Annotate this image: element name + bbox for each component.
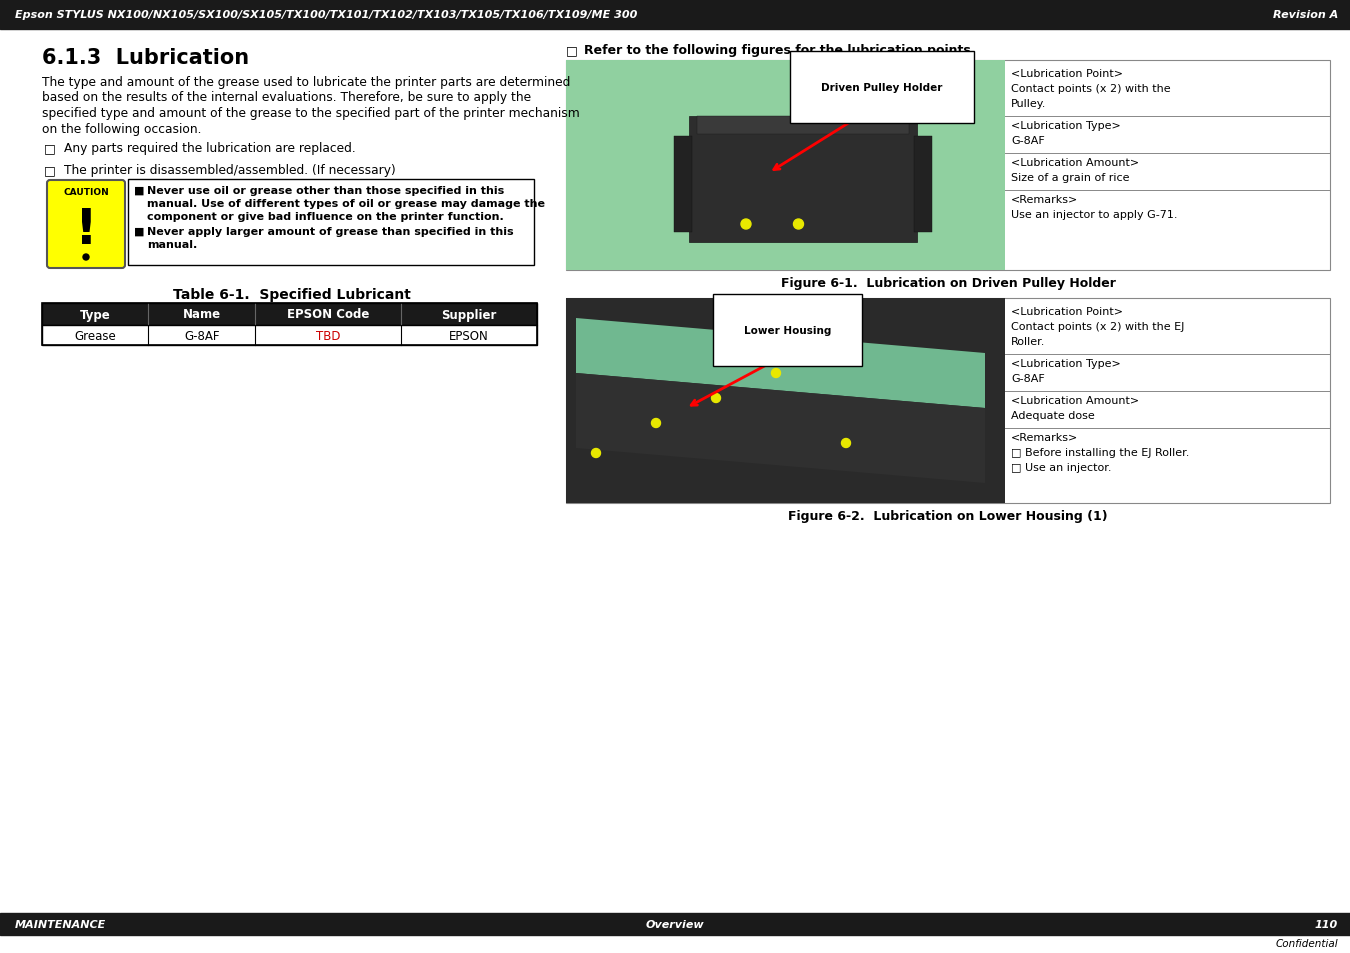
Bar: [42, 326, 537, 346]
Polygon shape: [576, 374, 986, 483]
Polygon shape: [576, 318, 986, 409]
Text: Never apply larger amount of grease than specified in this: Never apply larger amount of grease than…: [147, 227, 513, 236]
Text: Grease: Grease: [74, 329, 116, 342]
Text: <Lubrication Point>: <Lubrication Point>: [1011, 307, 1123, 316]
Text: Contact points (x 2) with the EJ: Contact points (x 2) with the EJ: [1011, 322, 1184, 332]
Bar: [688, 117, 917, 243]
Circle shape: [591, 449, 601, 458]
Text: ■: ■: [134, 227, 144, 236]
Text: The type and amount of the grease used to lubricate the printer parts are determ: The type and amount of the grease used t…: [42, 76, 570, 89]
Text: Driven Pulley Holder: Driven Pulley Holder: [821, 83, 942, 92]
Text: <Remarks>: <Remarks>: [1011, 433, 1079, 442]
Text: specified type and amount of the grease to the specified part of the printer mec: specified type and amount of the grease …: [42, 107, 579, 120]
Bar: [566, 61, 1004, 271]
Text: Lower Housing: Lower Housing: [744, 326, 832, 335]
Bar: [0, 0, 1350, 30]
Text: Figure 6-2.  Lubrication on Lower Housing (1): Figure 6-2. Lubrication on Lower Housing…: [788, 510, 1108, 522]
Bar: [566, 298, 1330, 503]
Text: Epson STYLUS NX100/NX105/SX100/SX105/TX100/TX101/TX102/TX103/TX105/TX106/TX109/M: Epson STYLUS NX100/NX105/SX100/SX105/TX1…: [15, 10, 637, 20]
Text: Use an injector to apply G-71.: Use an injector to apply G-71.: [1011, 210, 1177, 220]
Text: EPSON Code: EPSON Code: [286, 308, 369, 321]
Bar: [566, 61, 1330, 271]
Circle shape: [771, 369, 780, 378]
Text: G-8AF: G-8AF: [1011, 136, 1045, 146]
Text: ■: ■: [134, 186, 144, 195]
Text: □: □: [566, 44, 578, 57]
Text: Refer to the following figures for the lubrication points.: Refer to the following figures for the l…: [585, 44, 976, 57]
Text: <Lubrication Amount>: <Lubrication Amount>: [1011, 158, 1139, 168]
Text: on the following occasion.: on the following occasion.: [42, 122, 201, 135]
Text: !: !: [74, 206, 97, 253]
Text: Revision A: Revision A: [1273, 10, 1338, 20]
Circle shape: [711, 395, 721, 403]
Text: manual.: manual.: [147, 240, 197, 250]
Bar: [566, 298, 1004, 503]
Text: EPSON: EPSON: [450, 329, 489, 342]
Text: <Lubrication Amount>: <Lubrication Amount>: [1011, 395, 1139, 406]
Text: G-8AF: G-8AF: [1011, 374, 1045, 384]
Text: Contact points (x 2) with the: Contact points (x 2) with the: [1011, 84, 1170, 94]
FancyBboxPatch shape: [47, 181, 126, 269]
Bar: [0, 913, 1350, 935]
Bar: [914, 137, 933, 233]
Text: Name: Name: [182, 308, 220, 321]
Text: Overview: Overview: [645, 919, 705, 929]
Text: manual. Use of different types of oil or grease may damage the: manual. Use of different types of oil or…: [147, 199, 545, 209]
Text: Figure 6-1.  Lubrication on Driven Pulley Holder: Figure 6-1. Lubrication on Driven Pulley…: [780, 276, 1115, 290]
Circle shape: [794, 220, 803, 230]
Circle shape: [841, 439, 850, 448]
Text: □: □: [45, 164, 55, 177]
Text: The printer is disassembled/assembled. (If necessary): The printer is disassembled/assembled. (…: [63, 164, 396, 177]
Text: Supplier: Supplier: [441, 308, 497, 321]
Circle shape: [82, 254, 89, 261]
Text: Size of a grain of rice: Size of a grain of rice: [1011, 172, 1130, 183]
Text: □ Use an injector.: □ Use an injector.: [1011, 462, 1111, 473]
Text: <Lubrication Type>: <Lubrication Type>: [1011, 358, 1120, 369]
Circle shape: [741, 220, 751, 230]
Text: Adequate dose: Adequate dose: [1011, 411, 1095, 420]
Text: CAUTION: CAUTION: [63, 188, 109, 196]
Text: Never use oil or grease other than those specified in this: Never use oil or grease other than those…: [147, 186, 505, 195]
Text: MAINTENANCE: MAINTENANCE: [15, 919, 107, 929]
Bar: [42, 304, 537, 346]
Text: Confidential: Confidential: [1276, 938, 1338, 948]
Text: Table 6-1.  Specified Lubricant: Table 6-1. Specified Lubricant: [173, 288, 410, 302]
Bar: [697, 117, 909, 135]
Text: <Lubrication Type>: <Lubrication Type>: [1011, 121, 1120, 131]
Bar: [128, 180, 535, 266]
Text: based on the results of the internal evaluations. Therefore, be sure to apply th: based on the results of the internal eva…: [42, 91, 531, 105]
Text: □ Before installing the EJ Roller.: □ Before installing the EJ Roller.: [1011, 448, 1189, 457]
Text: □: □: [45, 142, 55, 154]
Text: <Remarks>: <Remarks>: [1011, 194, 1079, 205]
Text: Type: Type: [80, 308, 111, 321]
Text: G-8AF: G-8AF: [184, 329, 220, 342]
Text: Roller.: Roller.: [1011, 336, 1045, 347]
Text: Pulley.: Pulley.: [1011, 99, 1046, 109]
Text: <Lubrication Point>: <Lubrication Point>: [1011, 69, 1123, 79]
Text: 6.1.3  Lubrication: 6.1.3 Lubrication: [42, 48, 250, 68]
Text: Any parts required the lubrication are replaced.: Any parts required the lubrication are r…: [63, 142, 356, 154]
Circle shape: [652, 419, 660, 428]
Text: 110: 110: [1315, 919, 1338, 929]
Text: component or give bad influence on the printer function.: component or give bad influence on the p…: [147, 212, 504, 222]
Bar: [674, 137, 693, 233]
Text: TBD: TBD: [316, 329, 340, 342]
Bar: [42, 304, 537, 326]
